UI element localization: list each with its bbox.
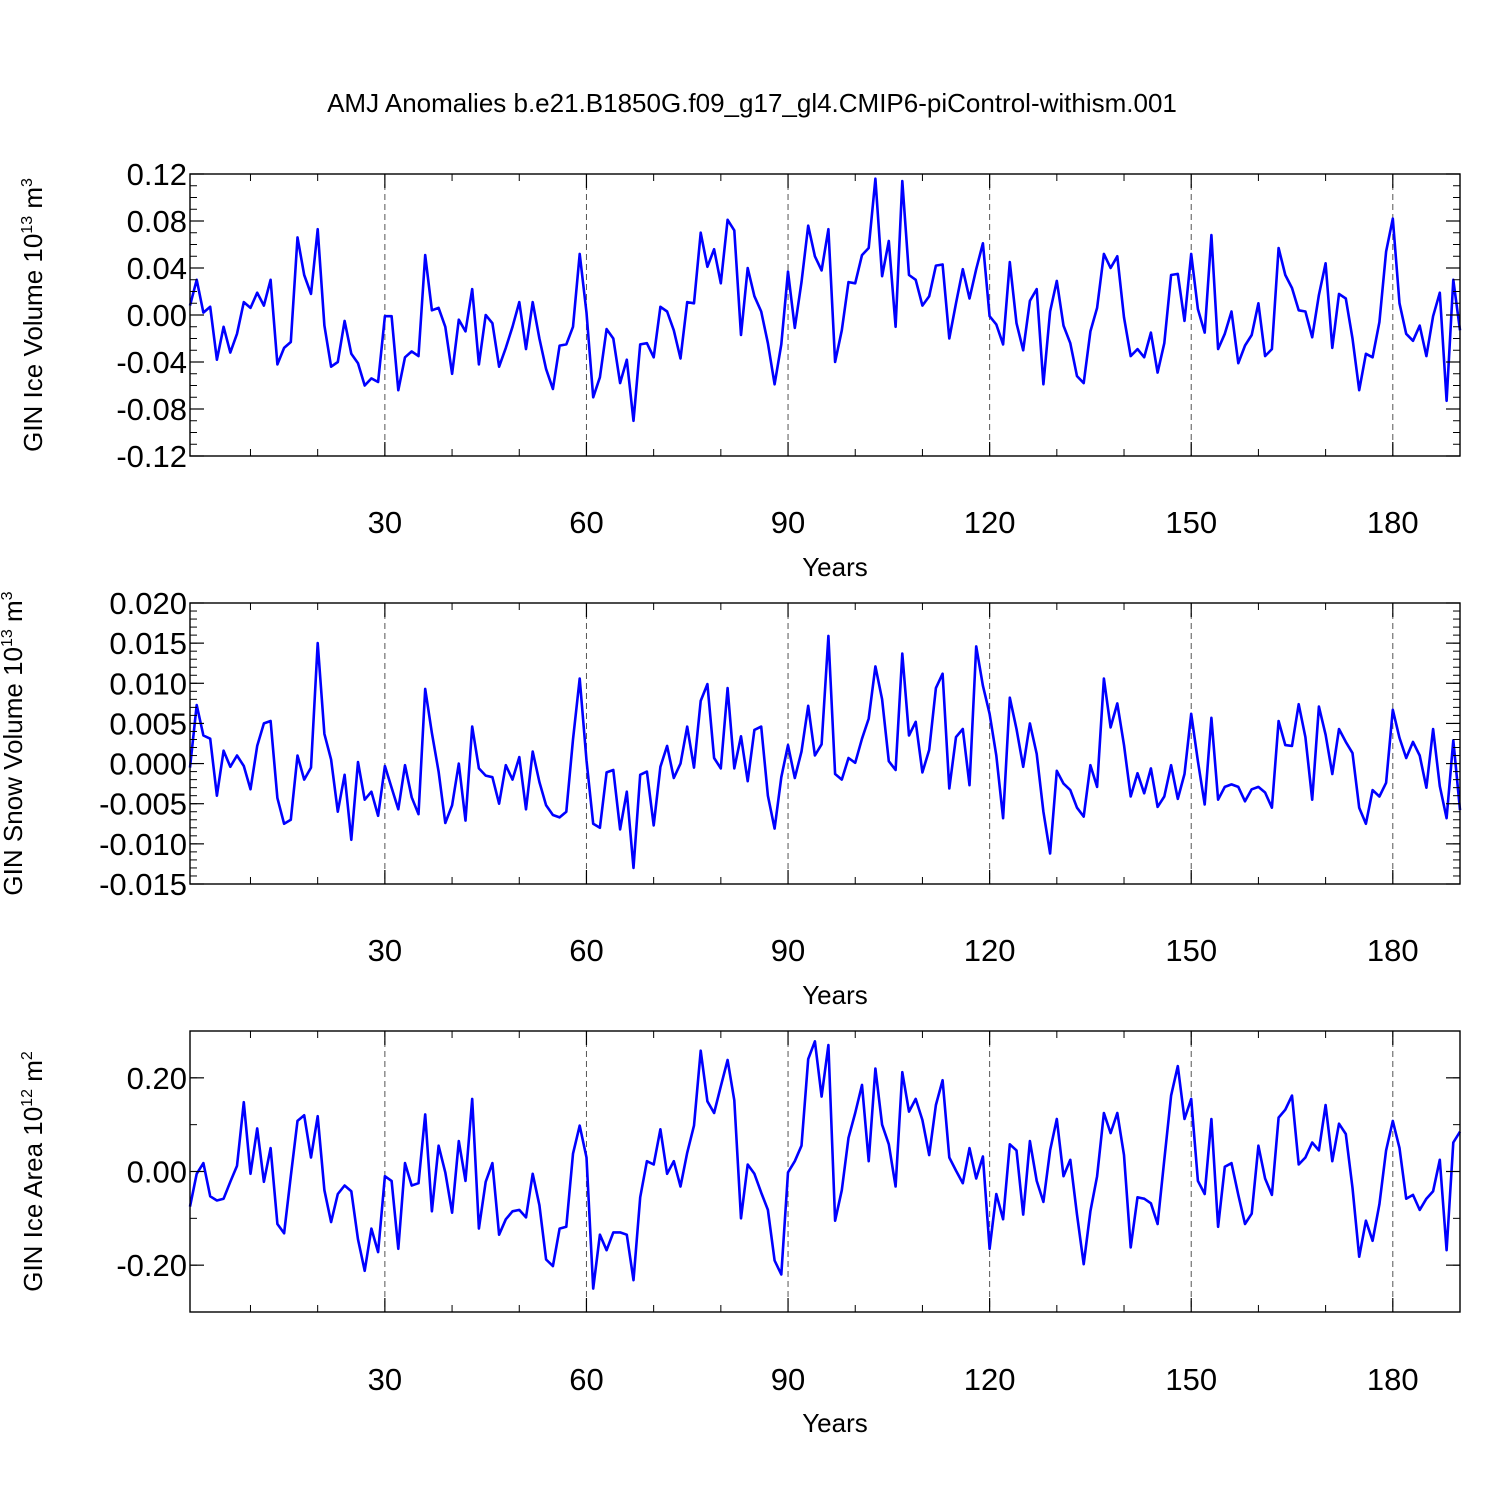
series-line — [188, 1040, 1462, 1290]
panel-2: 30 60 90 120 150 180 -0.015 -0.010 -0.005 0.000 0.… — [0, 586, 1462, 1010]
panel-3: 30 60 90 120 150 180 -0.20 0.00 0.20 Years GIN Ice… — [18, 1030, 1462, 1438]
y-tick-label: 0.020 — [109, 586, 187, 621]
y-tick-label: 0.005 — [109, 706, 187, 741]
chart-title: AMJ Anomalies b.e21.B1850G.f09_g17_gl4.C… — [327, 88, 1177, 118]
y-tick-label: -0.010 — [99, 827, 187, 862]
y-tick-label: -0.12 — [116, 439, 187, 474]
y-tick-label: 0.015 — [109, 626, 187, 661]
x-tick-label: 90 — [771, 1362, 805, 1397]
y-tick-label: 0.04 — [127, 251, 187, 286]
y-axis-label-unit: m — [18, 1060, 48, 1089]
y-tick-label: 0.000 — [109, 747, 187, 782]
y-axis-label-unit-exp: 3 — [0, 591, 16, 600]
x-tick-label: 60 — [569, 933, 603, 968]
y-axis-label: GIN Ice Area 1012 m2 — [18, 1051, 48, 1292]
plot-frame — [189, 602, 1461, 885]
x-tick-label: 30 — [368, 933, 402, 968]
panel-1: 30 60 90 120 150 180 -0.12 -0.08 -0.04 0.00 0.04 0.… — [18, 157, 1462, 582]
x-tick-label: 30 — [368, 1362, 402, 1397]
x-tick-label: 180 — [1367, 505, 1419, 540]
y-axis-label-main: GIN Ice Area 10 — [18, 1107, 48, 1292]
series-line — [188, 177, 1462, 423]
x-tick-label: 90 — [771, 505, 805, 540]
y-tick-label: -0.015 — [99, 867, 187, 902]
x-tick-label: 120 — [964, 505, 1016, 540]
y-axis-label: GIN Ice Volume 1013 m3 — [18, 178, 48, 452]
x-tick-label: 150 — [1165, 1362, 1217, 1397]
y-axis-label: GIN Snow Volume 1013 m3 — [0, 591, 28, 895]
y-axis-label-unit: m — [0, 600, 28, 629]
y-tick-label: -0.04 — [116, 345, 187, 380]
y-axis-label-main: GIN Snow Volume 10 — [0, 647, 28, 896]
panels: 30 60 90 120 150 180 -0.12 -0.08 -0.04 0.00 0.04 0.… — [0, 157, 1462, 1438]
y-tick-label: 0.010 — [109, 666, 187, 701]
x-tick-label: 60 — [569, 1362, 603, 1397]
y-axis-label-main: GIN Ice Volume 10 — [18, 234, 48, 452]
y-tick-label: -0.08 — [116, 392, 187, 427]
x-axis-label: Years — [802, 980, 868, 1010]
y-axis-label-unit-exp: 2 — [19, 1051, 36, 1060]
y-tick-label: -0.005 — [99, 787, 187, 822]
y-tick-label: 0.00 — [127, 1155, 187, 1190]
x-tick-label: 90 — [771, 933, 805, 968]
x-tick-label: 150 — [1165, 933, 1217, 968]
x-tick-label: 120 — [964, 1362, 1016, 1397]
x-axis-label: Years — [802, 1408, 868, 1438]
y-tick-label: 0.12 — [127, 157, 187, 192]
y-axis-label-unit: m — [18, 187, 48, 216]
x-tick-label: 60 — [569, 505, 603, 540]
x-tick-label: 120 — [964, 933, 1016, 968]
x-tick-label: 150 — [1165, 505, 1217, 540]
y-axis-label-unit-exp: 3 — [19, 178, 36, 187]
x-tick-label: 30 — [368, 505, 402, 540]
y-tick-label: 0.00 — [127, 298, 187, 333]
x-tick-label: 180 — [1367, 1362, 1419, 1397]
x-tick-label: 180 — [1367, 933, 1419, 968]
x-axis-label: Years — [802, 552, 868, 582]
y-tick-label: 0.08 — [127, 204, 187, 239]
y-tick-label: -0.20 — [116, 1248, 187, 1283]
y-tick-label: 0.20 — [127, 1061, 187, 1096]
series-line — [188, 634, 1462, 870]
y-axis-label-exp: 13 — [0, 629, 16, 647]
y-axis-label-exp: 13 — [19, 216, 36, 234]
y-axis-label-exp: 12 — [19, 1089, 36, 1107]
